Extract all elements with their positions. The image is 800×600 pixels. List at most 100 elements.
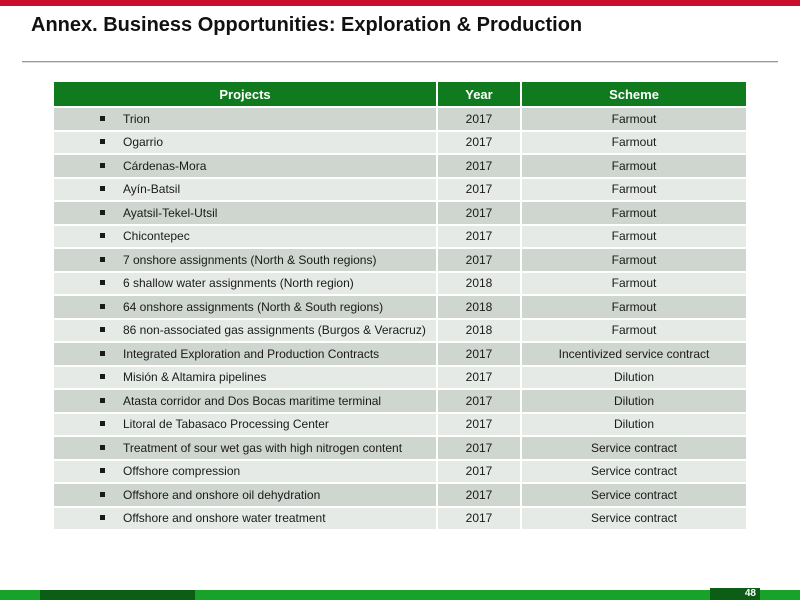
header-year: Year (437, 82, 522, 108)
table-row: 64 onshore assignments (North & South re… (54, 295, 746, 320)
year-cell: 2018 (437, 295, 522, 320)
project-cell: Ayín-Batsil (54, 177, 438, 202)
year-cell: 2017 (437, 389, 522, 414)
scheme-cell: Farmout (521, 248, 746, 273)
table-row: Integrated Exploration and Production Co… (54, 342, 746, 367)
project-name: Misión & Altamira pipelines (123, 370, 267, 385)
project-cell: Litoral de Tabasaco Processing Center (54, 412, 438, 437)
project-cell: Offshore and onshore water treatment (54, 506, 438, 531)
table-row: Offshore and onshore oil dehydration 2017… (54, 483, 746, 508)
footer-bar (0, 590, 800, 600)
project-cell: Integrated Exploration and Production Co… (54, 342, 438, 367)
project-cell: Atasta corridor and Dos Bocas maritime t… (54, 389, 438, 414)
scheme-cell: Service contract (521, 483, 746, 508)
project-name: Litoral de Tabasaco Processing Center (123, 417, 329, 432)
project-name: Ayatsil-Tekel-Utsil (123, 205, 218, 220)
project-name: Atasta corridor and Dos Bocas maritime t… (123, 393, 382, 408)
header-scheme: Scheme (521, 82, 746, 108)
year-cell: 2017 (437, 342, 522, 367)
project-name: 6 shallow water assignments (North regio… (123, 276, 354, 291)
title-divider-shadow (22, 62, 778, 63)
footer-dark-segment (40, 590, 195, 600)
title-divider (22, 61, 778, 62)
table-body: Trion 2017 Farmout Ogarrio 2017 Farmout Cárden… (54, 107, 746, 531)
scheme-cell: Dilution (521, 412, 746, 437)
project-cell: Ogarrio (54, 130, 438, 155)
table-row: Ayín-Batsil 2017 Farmout (54, 177, 746, 202)
project-cell: Offshore and onshore oil dehydration (54, 483, 438, 508)
project-cell: Trion (54, 107, 438, 132)
slide-title: Annex. Business Opportunities: Explorati… (31, 14, 583, 36)
scheme-cell: Farmout (521, 318, 746, 343)
projects-table: Projects Year Scheme Trion 2017 Farmout Oga… (54, 82, 746, 531)
project-cell: 7 onshore assignments (North & South reg… (54, 248, 438, 273)
table-header-row: Projects Year Scheme (54, 82, 746, 108)
table-row: 6 shallow water assignments (North regio… (54, 271, 746, 296)
project-name: Integrated Exploration and Production Co… (123, 346, 380, 361)
year-cell: 2017 (437, 483, 522, 508)
year-cell: 2017 (437, 224, 522, 249)
project-name: Trion (123, 111, 150, 126)
project-cell: 64 onshore assignments (North & South re… (54, 295, 438, 320)
year-cell: 2017 (437, 201, 522, 226)
table-row: Offshore compression 2017 Service contract (54, 459, 746, 484)
year-cell: 2017 (437, 412, 522, 437)
table-row: Atasta corridor and Dos Bocas maritime t… (54, 389, 746, 414)
scheme-cell: Farmout (521, 295, 746, 320)
project-cell: Offshore compression (54, 459, 438, 484)
project-name: Offshore and onshore water treatment (123, 511, 326, 526)
table-row: Chicontepec 2017 Farmout (54, 224, 746, 249)
project-cell: Ayatsil-Tekel-Utsil (54, 201, 438, 226)
project-cell: Misión & Altamira pipelines (54, 365, 438, 390)
project-name: 7 onshore assignments (North & South reg… (123, 252, 377, 267)
year-cell: 2017 (437, 177, 522, 202)
table-row: Litoral de Tabasaco Processing Center 201… (54, 412, 746, 437)
scheme-cell: Farmout (521, 107, 746, 132)
scheme-cell: Service contract (521, 436, 746, 461)
project-name: Ogarrio (123, 135, 164, 150)
table-row: Cárdenas-Mora 2017 Farmout (54, 154, 746, 179)
project-name: Offshore and onshore oil dehydration (123, 487, 321, 502)
scheme-cell: Farmout (521, 201, 746, 226)
table-row: 86 non-associated gas assignments (Burgo… (54, 318, 746, 343)
page-number: 48 (710, 588, 760, 600)
year-cell: 2018 (437, 271, 522, 296)
scheme-cell: Farmout (521, 154, 746, 179)
scheme-cell: Service contract (521, 459, 746, 484)
project-name: Offshore compression (123, 464, 241, 479)
year-cell: 2017 (437, 506, 522, 531)
scheme-cell: Dilution (521, 365, 746, 390)
scheme-cell: Farmout (521, 177, 746, 202)
table-row: 7 onshore assignments (North & South reg… (54, 248, 746, 273)
year-cell: 2017 (437, 248, 522, 273)
scheme-cell: Farmout (521, 224, 746, 249)
header-projects: Projects (54, 82, 438, 108)
table-row: Ayatsil-Tekel-Utsil 2017 Farmout (54, 201, 746, 226)
project-cell: Chicontepec (54, 224, 438, 249)
year-cell: 2017 (437, 107, 522, 132)
project-cell: Cárdenas-Mora (54, 154, 438, 179)
project-cell: Treatment of sour wet gas with high nitr… (54, 436, 438, 461)
scheme-cell: Service contract (521, 506, 746, 531)
scheme-cell: Incentivized service contract (521, 342, 746, 367)
table-row: Trion 2017 Farmout (54, 107, 746, 132)
year-cell: 2017 (437, 154, 522, 179)
project-cell: 86 non-associated gas assignments (Burgo… (54, 318, 438, 343)
project-name: Treatment of sour wet gas with high nitr… (123, 440, 403, 455)
year-cell: 2017 (437, 436, 522, 461)
project-name: 86 non-associated gas assignments (Burgo… (123, 323, 426, 338)
year-cell: 2017 (437, 365, 522, 390)
year-cell: 2017 (437, 130, 522, 155)
table-row: Misión & Altamira pipelines 2017 Dilution (54, 365, 746, 390)
scheme-cell: Dilution (521, 389, 746, 414)
year-cell: 2017 (437, 459, 522, 484)
table-row: Offshore and onshore water treatment 2017… (54, 506, 746, 531)
project-name: Cárdenas-Mora (123, 158, 207, 173)
project-name: Chicontepec (123, 229, 190, 244)
project-cell: 6 shallow water assignments (North regio… (54, 271, 438, 296)
table-row: Ogarrio 2017 Farmout (54, 130, 746, 155)
project-name: Ayín-Batsil (123, 182, 181, 197)
project-name: 64 onshore assignments (North & South re… (123, 299, 384, 314)
table-row: Treatment of sour wet gas with high nitr… (54, 436, 746, 461)
scheme-cell: Farmout (521, 130, 746, 155)
